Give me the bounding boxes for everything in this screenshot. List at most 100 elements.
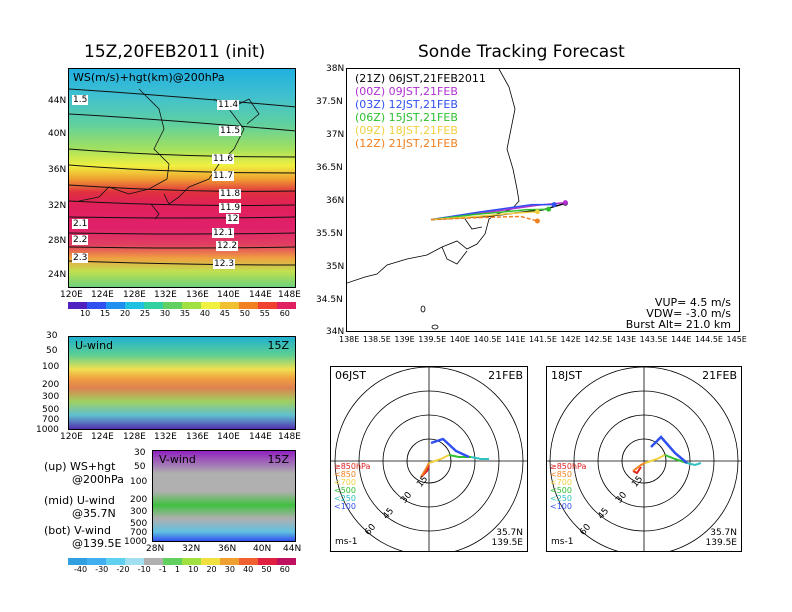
colorbar-tick: 50 <box>239 309 250 318</box>
lon-tick: 128E <box>123 290 146 300</box>
vup-value: VUP= 4.5 m/s <box>654 296 731 309</box>
legend-item-09z: (09Z) 18JST,21FEB <box>355 124 458 137</box>
hodograph-06jst-svg <box>331 367 527 551</box>
pressure-tick: 1000 <box>124 537 147 547</box>
lon-tick: 128E <box>123 432 146 442</box>
note-bot-line2: @139.5E <box>72 537 122 550</box>
lon-tick: 140.5E <box>473 335 502 344</box>
contour-label: 2.2 <box>72 235 89 245</box>
note-bot: (bot) V-wind @139.5E <box>44 524 121 550</box>
track-landing-point <box>534 218 540 224</box>
track-series-line <box>430 215 538 222</box>
hodograph-level-legend: ≥850hPa <850 <700 <500 <250 <100 <box>550 463 586 511</box>
colorbar-tick: 15 <box>99 309 111 318</box>
contour-label: 11.5 <box>219 126 242 136</box>
colorbar-tick: -40 <box>74 565 88 574</box>
lat-tick: 36N <box>218 544 237 554</box>
sonde-track-svg <box>347 69 568 330</box>
lon-tick: 138.5E <box>362 335 391 344</box>
hodograph-date: 21FEB <box>702 369 737 382</box>
level-label: ≥850hPa <box>550 462 587 471</box>
level-label: <500 <box>334 486 356 495</box>
lon-tick: 139.5E <box>418 335 447 344</box>
lon-tick: 144E <box>671 335 692 344</box>
colorbar-tick: -20 <box>116 565 130 574</box>
u-wind-section: U-wind 15Z <box>68 336 296 430</box>
hodograph-18jst: 18JST 21FEB 15 30 45 60 ≥850hPa <850 <70… <box>546 366 742 552</box>
burst-alt-value: Burst Alt= 21.0 km <box>625 318 731 331</box>
track-landing-point <box>534 209 540 215</box>
contour-label: 11.4 <box>217 100 240 110</box>
v-wind-label: V-wind <box>159 453 196 466</box>
level-label: <500 <box>550 486 572 495</box>
u-wind-time: 15Z <box>267 339 289 352</box>
pressure-tick: 50 <box>134 462 146 472</box>
pressure-tick: 200 <box>130 495 148 505</box>
lon-tick: 120E <box>60 432 83 442</box>
hodograph-date: 21FEB <box>488 369 523 382</box>
pressure-tick: 500 <box>42 405 60 415</box>
wind-speed-map-label: WS(m/s)+hgt(km)@200hPa <box>73 71 225 84</box>
lat-tick: 35.5N <box>316 229 343 239</box>
lon-tick: 144.5E <box>695 335 723 344</box>
colorbar-tick: -30 <box>95 565 109 574</box>
hodograph-lat: 35.7N <box>710 528 737 538</box>
lat-tick: 32N <box>48 201 67 211</box>
note-up: (up) WS+hgt @200hPa <box>44 460 124 486</box>
wind-speed-colorbar-ticks: 10 15 20 25 30 35 40 45 50 55 60 <box>80 309 290 318</box>
colorbar-tick: -10 <box>137 565 151 574</box>
colorbar-tick: 45 <box>219 309 230 318</box>
lon-tick: 139E <box>394 335 415 344</box>
hodograph-06jst: 06JST 21FEB 15 30 45 60 ≥850hPa <850 <70… <box>330 366 528 552</box>
colorbar-tick: 20 <box>206 565 217 574</box>
colorbar-tick: 35 <box>179 309 191 318</box>
contour-label: 12.1 <box>212 228 235 238</box>
note-bot-line1: (bot) V-wind <box>44 524 111 537</box>
pressure-tick: 500 <box>130 519 148 529</box>
lon-tick: 140E <box>449 335 471 344</box>
hodograph-time: 18JST <box>551 369 582 382</box>
colorbar-tick: 50 <box>261 565 272 574</box>
colorbar-tick: 25 <box>139 309 151 318</box>
level-label: <250 <box>550 494 572 503</box>
left-panel-title: 15Z,20FEB2011 (init) <box>84 42 266 62</box>
lon-tick: 124E <box>91 290 114 300</box>
track-landing-point <box>562 200 568 206</box>
pressure-tick: 100 <box>130 477 148 487</box>
lon-tick: 138E <box>339 335 360 344</box>
track-lines <box>430 200 568 224</box>
contour-label: 2.3 <box>72 253 89 263</box>
hodograph-lat: 35.7N <box>496 528 523 538</box>
contour-label: 12 <box>226 214 240 224</box>
legend-item-12z: (12Z) 21JST,21FEB <box>355 137 458 150</box>
legend-item-03z: (03Z) 12JST,21FEB <box>355 98 458 111</box>
hodograph-level-legend: ≥850hPa <850 <700 <500 <250 <100 <box>334 463 370 511</box>
contour-label: 12.2 <box>216 241 239 251</box>
v-wind-colorbar-ticks: -40 -30 -20 -10 -1 1 10 20 30 40 50 60 <box>74 565 290 574</box>
lat-tick: 32N <box>182 544 201 554</box>
sonde-track-map: (21Z) 06JST,21FEB2011 (00Z) 09JST,21FEB … <box>346 68 740 332</box>
colorbar-tick: 30 <box>159 309 171 318</box>
v-wind-colorbar <box>68 558 296 565</box>
lat-tick: 40N <box>48 129 67 139</box>
lat-tick: 28N <box>48 236 67 246</box>
lat-tick: 40N <box>253 544 272 554</box>
lon-tick: 141E <box>505 335 526 344</box>
lat-tick: 38N <box>326 64 345 74</box>
lat-tick: 36N <box>48 165 67 175</box>
contour-label: 12.3 <box>213 259 236 269</box>
lat-tick: 44N <box>283 544 302 554</box>
lat-tick: 37N <box>326 130 345 140</box>
hodograph-time: 06JST <box>335 369 366 382</box>
lon-tick: 140E <box>217 432 240 442</box>
lon-tick: 148E <box>278 290 301 300</box>
note-mid-line1: (mid) U-wind <box>44 494 115 507</box>
lon-tick: 140E <box>217 290 240 300</box>
lon-tick: 148E <box>278 432 301 442</box>
lat-tick: 37.5N <box>316 97 343 107</box>
pressure-tick: 300 <box>42 392 60 402</box>
lat-tick: 34N <box>326 327 345 337</box>
colorbar-tick: -1 <box>158 565 167 574</box>
lat-tick: 44N <box>48 96 67 106</box>
legend-item-21z: (21Z) 06JST,21FEB2011 <box>355 72 486 85</box>
